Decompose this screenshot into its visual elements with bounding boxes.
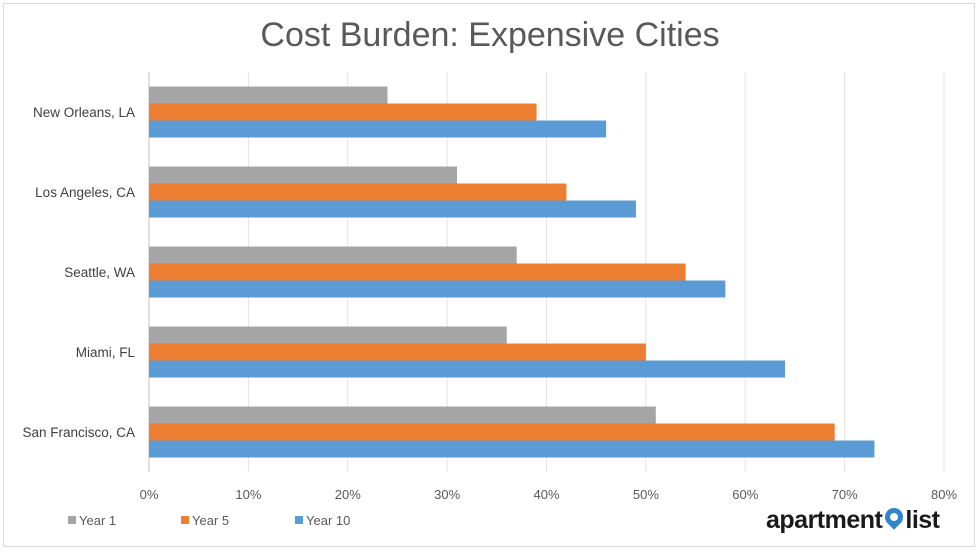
apartment-list-logo: apartment list xyxy=(766,504,940,535)
category-label: New Orleans, LA xyxy=(33,105,135,120)
legend-label: Year 10 xyxy=(306,513,350,528)
bar-year-5 xyxy=(149,263,686,281)
logo-text-right: list xyxy=(905,506,940,534)
category-axis: New Orleans, LA Los Angeles, CA Seattle, W… xyxy=(22,105,135,440)
map-pin-icon xyxy=(881,504,908,530)
x-tick-label: 80% xyxy=(931,487,957,502)
legend: Year 1 Year 5 Year 10 xyxy=(68,513,350,528)
legend-label: Year 1 xyxy=(79,513,116,528)
category-label: San Francisco, CA xyxy=(22,425,135,440)
value-axis: 0% 10% 20% 30% 40% 50% 60% 70% 80% xyxy=(140,487,958,502)
x-tick-label: 10% xyxy=(235,487,261,502)
bar-year-1 xyxy=(149,246,517,264)
category-label: Miami, FL xyxy=(76,345,136,360)
logo-text-left: apartment xyxy=(766,506,883,534)
bar-year-10 xyxy=(149,360,785,378)
bar-year-5 xyxy=(149,183,567,201)
bars xyxy=(149,86,875,458)
bar-year-1 xyxy=(149,406,656,424)
bar-year-5 xyxy=(149,343,646,361)
category-label: Los Angeles, CA xyxy=(35,185,135,200)
x-tick-label: 40% xyxy=(533,487,559,502)
chart-title: Cost Burden: Expensive Cities xyxy=(260,16,720,54)
bar-year-5 xyxy=(149,103,537,121)
bar-year-5 xyxy=(149,423,835,441)
legend-swatch xyxy=(181,516,189,524)
x-tick-label: 20% xyxy=(335,487,361,502)
bar-year-1 xyxy=(149,326,507,344)
legend-label: Year 5 xyxy=(192,513,229,528)
category-label: Seattle, WA xyxy=(64,265,135,280)
bar-year-10 xyxy=(149,280,726,298)
legend-swatch xyxy=(68,516,76,524)
x-tick-label: 0% xyxy=(140,487,159,502)
x-tick-label: 30% xyxy=(434,487,460,502)
legend-swatch xyxy=(295,516,303,524)
x-tick-label: 70% xyxy=(832,487,858,502)
x-tick-label: 60% xyxy=(732,487,758,502)
bar-year-10 xyxy=(149,200,636,218)
bar-year-10 xyxy=(149,440,875,458)
x-tick-label: 50% xyxy=(633,487,659,502)
bar-year-1 xyxy=(149,166,458,184)
bar-year-10 xyxy=(149,120,607,138)
bar-year-1 xyxy=(149,86,388,104)
